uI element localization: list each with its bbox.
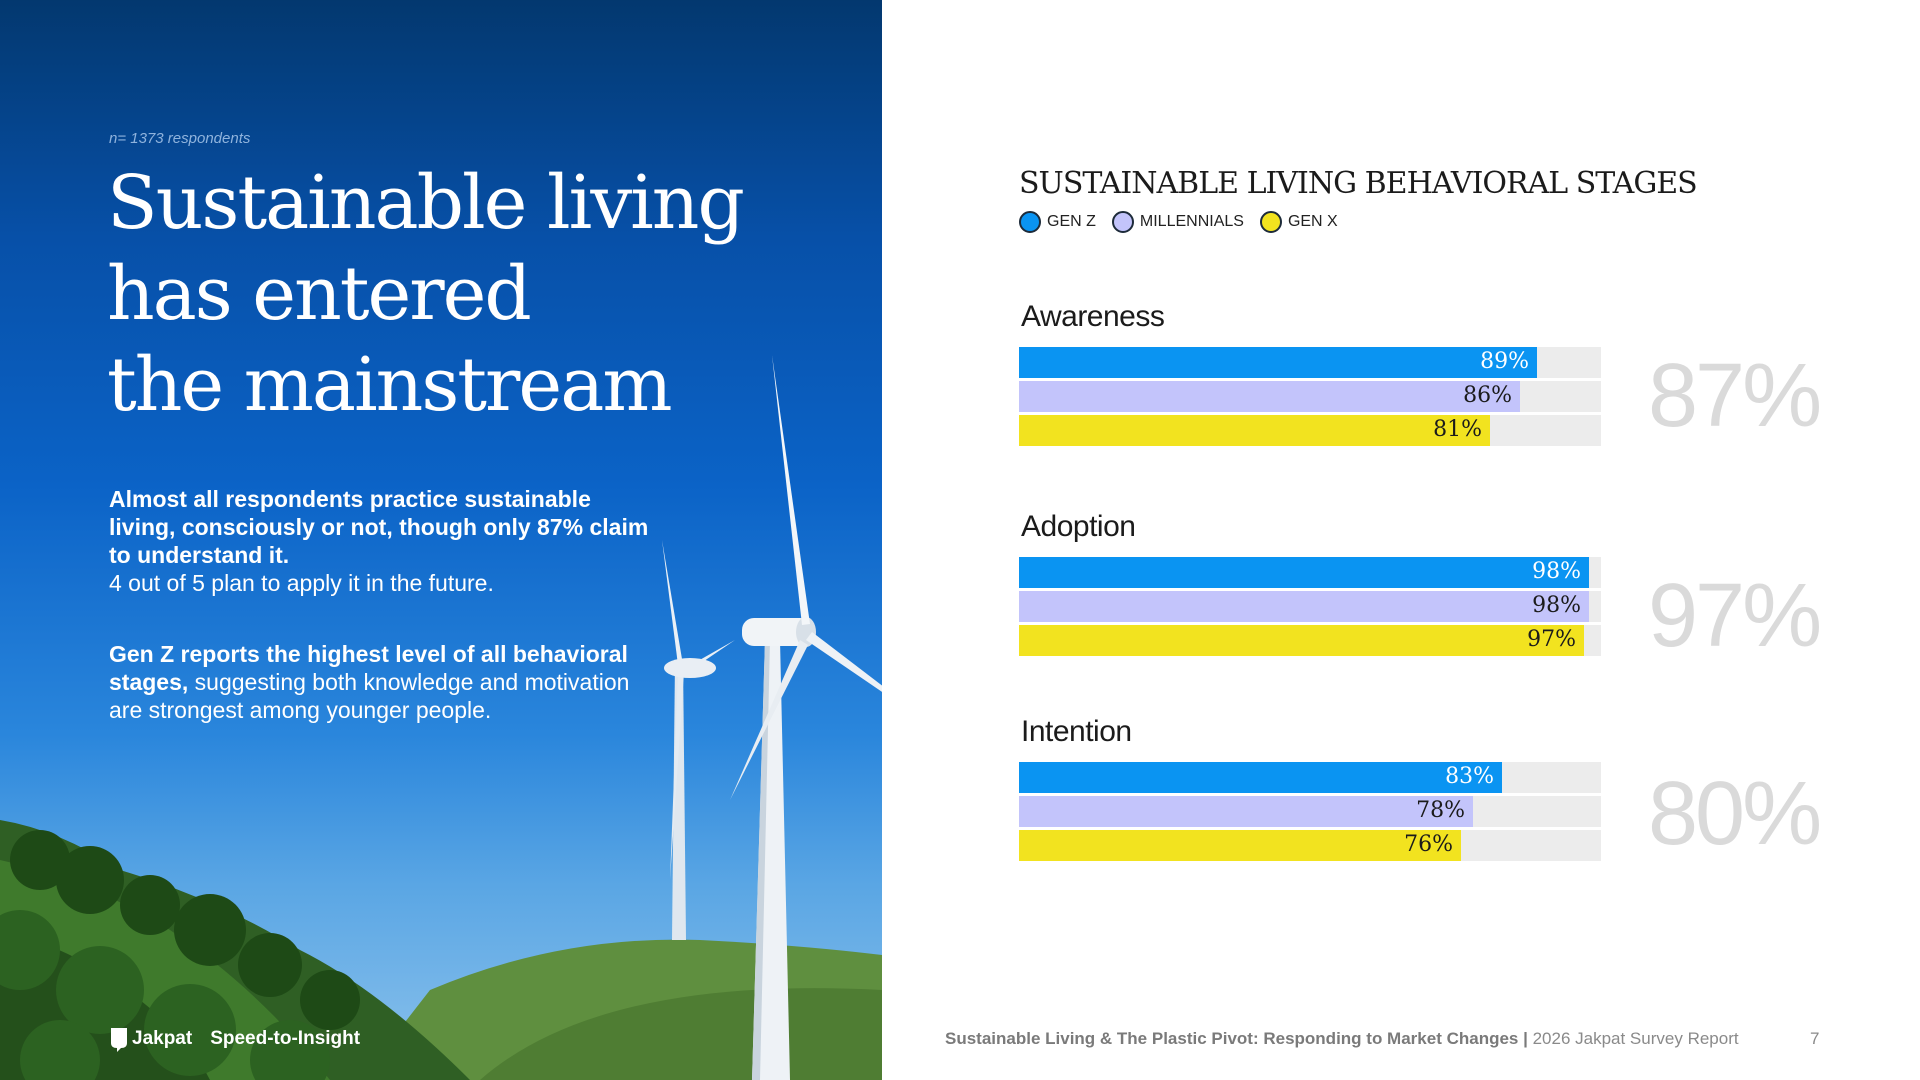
overall-value-intention: 80% [1648,764,1822,864]
bar-intention-millennials [1019,796,1473,827]
overall-value-awareness: 87% [1648,346,1822,446]
title-line-1: Sustainable living [107,160,745,246]
bar-value-awareness-genx: 81% [1433,417,1482,442]
overall-value-adoption: 97% [1648,566,1822,666]
page-number: 7 [1810,1029,1820,1048]
legend-swatch-genx [1259,211,1282,233]
bar-awareness-millennials [1019,381,1520,412]
bar-adoption-genx [1019,625,1584,656]
wind-turbine-scene [0,355,882,1080]
legend-label-genz: GEN Z [1047,213,1096,230]
bar-track-intention-genz: 83% [1019,762,1601,793]
legend-label-genx: GEN X [1287,213,1338,230]
report-footer: Sustainable Living & The Plastic Pivot: … [945,1029,1739,1049]
bar-track-intention-genx: 76% [1019,830,1601,861]
bar-intention-genx [1019,830,1461,861]
brand-footer: Jakpat Speed-to-Insight [109,1026,360,1052]
legend-item-millennials: MILLENNIALS [1111,211,1244,233]
legend-item-genx: GEN X [1259,211,1338,233]
legend-swatch-millennials [1111,211,1134,233]
summary-paragraph: Almost all respondents practice sustaina… [109,485,649,597]
bar-value-intention-genz: 83% [1445,764,1494,789]
bar-awareness-genz [1019,347,1537,378]
hero-panel: n= 1373 respondents Sustainable living h… [0,0,882,1080]
respondent-count: n= 1373 respondents [109,130,251,147]
bar-value-adoption-genz: 98% [1532,559,1581,584]
bar-adoption-millennials [1019,591,1589,622]
bar-track-awareness-genx: 81% [1019,415,1601,446]
bar-track-adoption-millennials: 98% [1019,591,1601,622]
bar-adoption-genz [1019,557,1589,588]
stage-label-awareness: Awareness [1021,300,1165,333]
title-line-3: the mainstream [107,342,673,428]
bar-awareness-genx [1019,415,1490,446]
jakpat-mark-icon [111,1028,127,1052]
bar-track-adoption-genx: 97% [1019,625,1601,656]
chart-legend: GEN Z MILLENNIALS GEN X [1019,211,1354,233]
chart-title: SUSTAINABLE LIVING BEHAVIORAL STAGES [1019,166,1698,201]
brand-name: Jakpat [132,1028,193,1049]
title-line-2: has entered [107,251,532,337]
bar-value-adoption-millennials: 98% [1532,593,1581,618]
bar-value-intention-genx: 76% [1404,832,1453,857]
report-title: Sustainable Living & The Plastic Pivot: … [945,1029,1528,1048]
genz-regular: suggesting both knowledge and motivation… [109,669,630,723]
bar-track-awareness-genz: 89% [1019,347,1601,378]
stage-label-intention: Intention [1021,715,1132,748]
stage-label-adoption: Adoption [1021,510,1136,543]
genz-paragraph: Gen Z reports the highest level of all b… [109,640,649,724]
summary-regular: 4 out of 5 plan to apply it in the futur… [109,570,494,596]
bar-track-adoption-genz: 98% [1019,557,1601,588]
summary-bold: Almost all respondents practice sustaina… [109,486,649,568]
bar-value-adoption-genx: 97% [1527,627,1576,652]
jakpat-logo: Jakpat [109,1026,192,1052]
bar-track-awareness-millennials: 86% [1019,381,1601,412]
legend-label-millennials: MILLENNIALS [1139,213,1244,230]
bar-value-awareness-millennials: 86% [1463,383,1512,408]
genz-bold: Gen Z reports the highest level of all b… [109,641,628,695]
bar-track-intention-millennials: 78% [1019,796,1601,827]
bar-intention-genz [1019,762,1502,793]
report-subtitle: 2026 Jakpat Survey Report [1527,1029,1739,1048]
page-title: Sustainable living has entered the mains… [107,158,807,431]
brand-tagline: Speed-to-Insight [210,1028,361,1049]
bar-value-awareness-genz: 89% [1480,349,1529,374]
legend-swatch-genz [1019,211,1041,233]
legend-item-genz: GEN Z [1019,211,1096,233]
bar-value-intention-millennials: 78% [1416,798,1465,823]
